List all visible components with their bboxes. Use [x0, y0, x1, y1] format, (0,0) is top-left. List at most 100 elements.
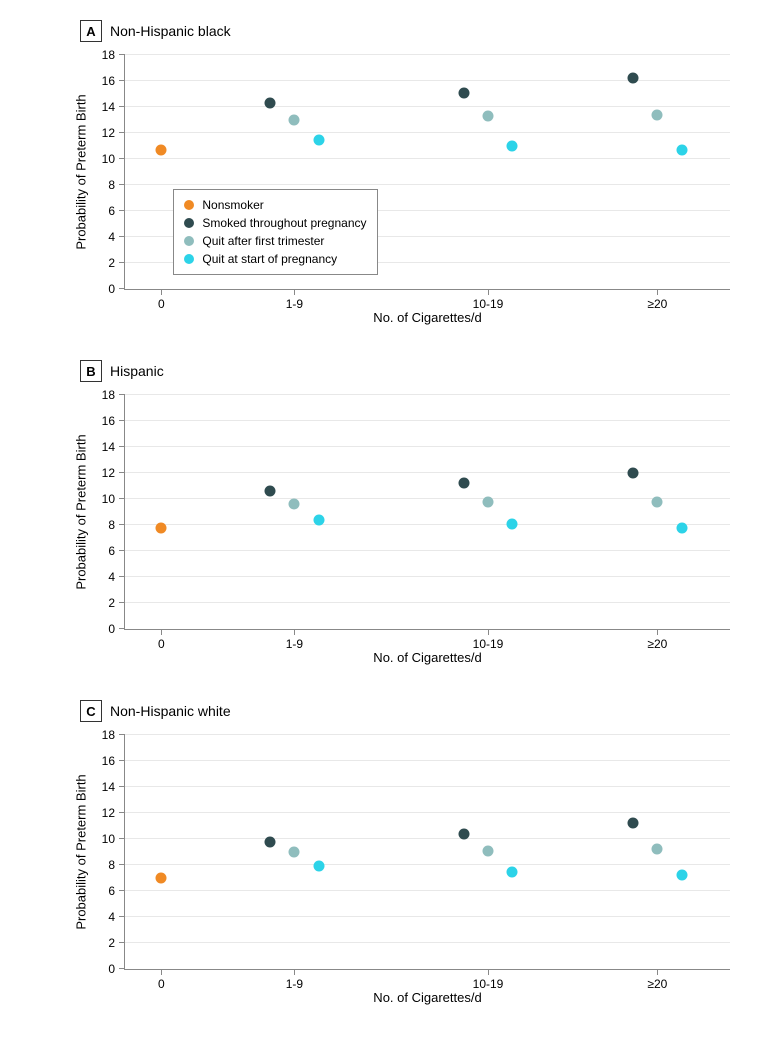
ytick-label: 14 [91, 100, 115, 114]
ytick-label: 4 [91, 230, 115, 244]
data-point [289, 847, 300, 858]
panel-letter: C [80, 700, 102, 722]
ytick-label: 16 [91, 414, 115, 428]
ytick-label: 10 [91, 492, 115, 506]
data-point [628, 818, 639, 829]
ytick [119, 472, 125, 473]
ytick [119, 262, 125, 263]
data-point [652, 109, 663, 120]
gridline [125, 576, 730, 577]
ytick-label: 8 [91, 178, 115, 192]
xtick [657, 629, 658, 635]
legend-marker [184, 254, 194, 264]
gridline [125, 132, 730, 133]
ytick [119, 54, 125, 55]
ytick [119, 524, 125, 525]
gridline [125, 394, 730, 395]
ytick [119, 550, 125, 551]
panel-letter: A [80, 20, 102, 42]
ytick-label: 4 [91, 910, 115, 924]
data-point [289, 115, 300, 126]
gridline [125, 498, 730, 499]
y-axis-label: Probability of Preterm Birth [74, 434, 89, 589]
ytick [119, 210, 125, 211]
y-axis-label: Probability of Preterm Birth [74, 774, 89, 929]
gridline [125, 786, 730, 787]
ytick [119, 628, 125, 629]
legend-label: Nonsmoker [202, 198, 263, 212]
xtick-label: 0 [158, 977, 165, 991]
chart-wrap: 02468101214161801-910-19≥20Probability o… [80, 50, 740, 330]
ytick-label: 12 [91, 466, 115, 480]
xtick-label: ≥20 [647, 297, 667, 311]
data-point [483, 111, 494, 122]
legend-marker [184, 236, 194, 246]
data-point [483, 496, 494, 507]
xtick-label: 10-19 [473, 637, 504, 651]
ytick-label: 6 [91, 204, 115, 218]
ytick-label: 0 [91, 622, 115, 636]
xtick [488, 289, 489, 295]
xtick [488, 969, 489, 975]
gridline [125, 942, 730, 943]
xtick-label: 10-19 [473, 297, 504, 311]
data-point [507, 866, 518, 877]
ytick-label: 8 [91, 858, 115, 872]
data-point [676, 144, 687, 155]
panel-title: Non-Hispanic black [110, 23, 231, 39]
ytick-label: 12 [91, 126, 115, 140]
legend: NonsmokerSmoked throughout pregnancyQuit… [173, 189, 377, 275]
gridline [125, 524, 730, 525]
ytick [119, 602, 125, 603]
xtick [161, 969, 162, 975]
chart-wrap: 02468101214161801-910-19≥20Probability o… [80, 390, 740, 670]
ytick [119, 786, 125, 787]
data-point [458, 828, 469, 839]
legend-marker [184, 218, 194, 228]
gridline [125, 760, 730, 761]
y-axis-label: Probability of Preterm Birth [74, 94, 89, 249]
xtick [657, 289, 658, 295]
gridline [125, 472, 730, 473]
data-point [265, 836, 276, 847]
data-point [507, 518, 518, 529]
ytick-label: 18 [91, 388, 115, 402]
gridline [125, 184, 730, 185]
plot-area: 02468101214161801-910-19≥20Probability o… [124, 395, 730, 630]
xtick-label: 0 [158, 637, 165, 651]
ytick [119, 184, 125, 185]
xtick [657, 969, 658, 975]
xtick [161, 289, 162, 295]
gridline [125, 734, 730, 735]
ytick [119, 288, 125, 289]
ytick [119, 890, 125, 891]
data-point [265, 486, 276, 497]
xtick-label: ≥20 [647, 977, 667, 991]
ytick-label: 14 [91, 780, 115, 794]
ytick [119, 812, 125, 813]
ytick-label: 0 [91, 282, 115, 296]
xtick-label: 0 [158, 297, 165, 311]
panel-header: CNon-Hispanic white [80, 700, 760, 722]
data-point [313, 514, 324, 525]
legend-label: Quit at start of pregnancy [202, 252, 337, 266]
panel-title: Hispanic [110, 363, 164, 379]
x-axis-label: No. of Cigarettes/d [373, 310, 481, 325]
gridline [125, 54, 730, 55]
gridline [125, 158, 730, 159]
data-point [458, 478, 469, 489]
legend-row: Quit after first trimester [184, 232, 366, 250]
xtick [161, 629, 162, 635]
data-point [156, 522, 167, 533]
ytick [119, 80, 125, 81]
ytick-label: 10 [91, 152, 115, 166]
ytick-label: 16 [91, 754, 115, 768]
ytick [119, 420, 125, 421]
ytick-label: 18 [91, 48, 115, 62]
ytick [119, 838, 125, 839]
panel-header: BHispanic [80, 360, 760, 382]
ytick-label: 6 [91, 544, 115, 558]
ytick-label: 2 [91, 596, 115, 610]
chart-wrap: 02468101214161801-910-19≥20Probability o… [80, 730, 740, 1010]
legend-row: Nonsmoker [184, 196, 366, 214]
